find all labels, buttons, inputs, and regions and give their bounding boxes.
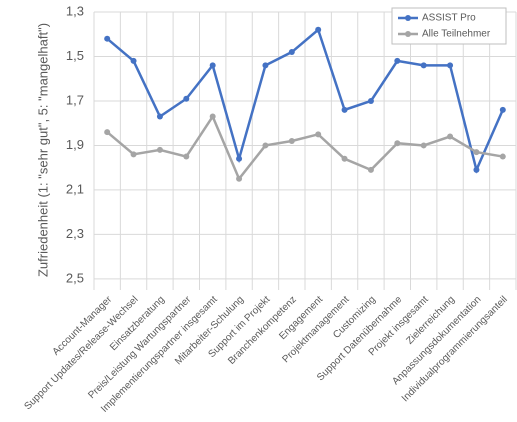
data-point bbox=[341, 155, 348, 162]
data-point bbox=[420, 62, 427, 69]
data-point bbox=[236, 155, 243, 162]
data-point bbox=[420, 142, 427, 149]
data-point bbox=[262, 62, 269, 69]
data-point bbox=[104, 35, 111, 42]
y-tick-label: 1,7 bbox=[66, 92, 84, 107]
data-point bbox=[183, 153, 190, 160]
data-point bbox=[236, 175, 243, 182]
data-point bbox=[104, 129, 111, 136]
y-tick-label: 2,5 bbox=[66, 270, 84, 285]
data-point bbox=[499, 106, 506, 113]
data-point bbox=[315, 131, 322, 138]
data-point bbox=[156, 146, 163, 153]
data-point bbox=[394, 140, 401, 147]
data-point bbox=[499, 153, 506, 160]
legend-marker bbox=[405, 15, 411, 21]
data-point bbox=[473, 149, 480, 156]
y-tick-label: 2,1 bbox=[66, 181, 84, 196]
data-point bbox=[341, 106, 348, 113]
y-tick-label: 1,9 bbox=[66, 137, 84, 152]
data-point bbox=[315, 26, 322, 33]
data-point bbox=[447, 133, 454, 140]
data-point bbox=[183, 95, 190, 102]
y-axis-label: Zufriedenheit (1: "sehr gut", 5: "mangel… bbox=[35, 23, 50, 277]
data-point bbox=[288, 49, 295, 56]
data-point bbox=[130, 151, 137, 158]
data-point bbox=[394, 57, 401, 64]
data-point bbox=[130, 57, 137, 64]
legend-label: ASSIST Pro bbox=[422, 13, 476, 24]
series-line bbox=[106, 113, 504, 182]
y-tick-label: 2,3 bbox=[66, 226, 84, 241]
data-point bbox=[262, 142, 269, 149]
legend-marker bbox=[405, 31, 411, 37]
data-point bbox=[156, 113, 163, 120]
legend-label: Alle Teilnehmer bbox=[422, 29, 491, 40]
series-line bbox=[106, 27, 504, 174]
data-point bbox=[367, 166, 374, 173]
y-tick-label: 1,3 bbox=[66, 3, 84, 18]
data-point bbox=[447, 62, 454, 69]
data-point bbox=[473, 166, 480, 173]
data-point bbox=[367, 97, 374, 104]
y-tick-label: 1,5 bbox=[66, 48, 84, 63]
data-point bbox=[209, 113, 216, 120]
data-point bbox=[209, 62, 216, 69]
data-point bbox=[288, 137, 295, 144]
legend-box bbox=[391, 7, 507, 45]
